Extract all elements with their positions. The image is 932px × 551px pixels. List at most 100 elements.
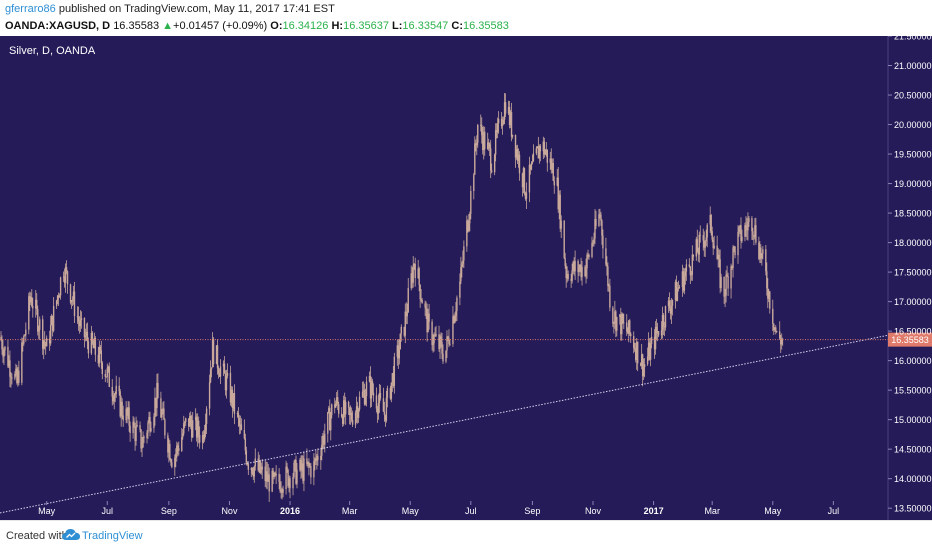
candle-body bbox=[149, 416, 151, 432]
price-change: +0.01457 (+0.09%) bbox=[173, 20, 268, 32]
candle-body bbox=[9, 360, 11, 377]
candle-body bbox=[268, 474, 270, 492]
price-chart[interactable]: 16.35583 13.50000 14.00000 14.50000 15.0000… bbox=[0, 36, 932, 520]
candle-body bbox=[337, 397, 339, 405]
candle-body bbox=[398, 349, 401, 359]
candle-body bbox=[411, 273, 413, 283]
candle-body bbox=[489, 148, 492, 171]
candle-body bbox=[488, 144, 491, 149]
candle-body bbox=[272, 470, 274, 477]
candle-body bbox=[543, 141, 546, 155]
x-tick-label: May bbox=[764, 506, 782, 516]
candle-body bbox=[238, 418, 241, 426]
candle-body bbox=[70, 300, 73, 303]
candle-body bbox=[462, 260, 464, 264]
candle-body bbox=[111, 386, 113, 397]
candle-body bbox=[656, 331, 659, 334]
candle-body bbox=[481, 124, 483, 136]
candle-body bbox=[412, 265, 414, 283]
candle-body bbox=[69, 284, 72, 303]
candle-body bbox=[389, 388, 392, 399]
candle-body bbox=[141, 447, 143, 449]
candle-body bbox=[295, 459, 297, 484]
candle-body bbox=[560, 220, 562, 229]
candle-body bbox=[717, 254, 719, 260]
candle-body bbox=[622, 313, 624, 323]
candle-body bbox=[14, 374, 16, 379]
candle-body bbox=[675, 281, 678, 301]
candle-body bbox=[72, 291, 75, 301]
candle-body bbox=[685, 264, 688, 272]
candle-body bbox=[476, 142, 478, 146]
candle-body bbox=[641, 354, 644, 377]
published-text: published on TradingView.com, May 11, 20… bbox=[58, 3, 335, 15]
candle-body bbox=[635, 349, 637, 360]
y-tick-label: 19.50000 bbox=[894, 150, 932, 160]
candle-body bbox=[350, 413, 353, 420]
candle-body bbox=[730, 266, 732, 289]
candle-body bbox=[281, 489, 283, 493]
candle-body bbox=[120, 401, 122, 417]
candle-body bbox=[121, 401, 123, 416]
candle-body bbox=[716, 245, 718, 260]
candle-body bbox=[184, 421, 186, 424]
candle-body bbox=[754, 225, 756, 237]
candle-body bbox=[66, 271, 69, 285]
candle-body bbox=[689, 266, 692, 276]
tradingview-brand[interactable]: TradingView bbox=[82, 530, 143, 542]
candle-body bbox=[83, 318, 86, 338]
candle-body bbox=[386, 388, 389, 398]
candle-body bbox=[667, 300, 670, 307]
candle-body bbox=[662, 314, 665, 327]
candle-body bbox=[445, 350, 447, 362]
candle-body bbox=[550, 158, 552, 170]
candle-body bbox=[185, 418, 187, 422]
candle-body bbox=[259, 460, 261, 473]
candle-body bbox=[92, 342, 95, 349]
candle-body bbox=[780, 338, 782, 345]
candle-body bbox=[477, 124, 479, 143]
candle-body bbox=[232, 393, 235, 408]
high-label: H: bbox=[331, 20, 344, 32]
candle-body bbox=[364, 396, 367, 405]
candle-body bbox=[546, 149, 549, 163]
candle-body bbox=[433, 335, 435, 344]
candle-body bbox=[52, 306, 55, 331]
candle-body bbox=[362, 390, 365, 392]
candle-body bbox=[334, 404, 336, 408]
created-with-text: Created with bbox=[6, 530, 68, 542]
candle-body bbox=[545, 149, 548, 152]
candle-body bbox=[250, 468, 253, 470]
candle-body bbox=[129, 425, 131, 434]
candle-body bbox=[119, 391, 121, 417]
candle-body bbox=[567, 274, 569, 279]
candle-body bbox=[296, 469, 298, 484]
candle-body bbox=[487, 142, 490, 145]
candle-body bbox=[725, 274, 727, 296]
candle-body bbox=[676, 288, 679, 301]
candle-body bbox=[456, 297, 458, 312]
candle-body bbox=[340, 413, 343, 417]
candle-body bbox=[171, 462, 173, 468]
candle-body bbox=[104, 374, 106, 377]
candle-body bbox=[183, 423, 185, 434]
y-tick-label: 21.00000 bbox=[894, 61, 932, 71]
candle-body bbox=[125, 408, 127, 421]
candle-body bbox=[405, 311, 407, 317]
candle-body bbox=[167, 435, 169, 453]
candle-body bbox=[515, 149, 518, 158]
candle-body bbox=[289, 478, 291, 489]
candle-body bbox=[688, 264, 691, 267]
author-link[interactable]: gferraro86 bbox=[5, 3, 56, 15]
candle-body bbox=[580, 264, 582, 277]
candle-body bbox=[258, 460, 260, 471]
candle-body bbox=[189, 416, 191, 427]
candle-body bbox=[113, 395, 115, 402]
candle-body bbox=[768, 291, 770, 299]
candle-body bbox=[18, 370, 20, 383]
candle-body bbox=[460, 267, 462, 282]
candle-body bbox=[671, 300, 674, 306]
y-tick-label: 20.50000 bbox=[894, 91, 932, 101]
candle-body bbox=[767, 288, 769, 299]
candle-body bbox=[442, 353, 444, 362]
